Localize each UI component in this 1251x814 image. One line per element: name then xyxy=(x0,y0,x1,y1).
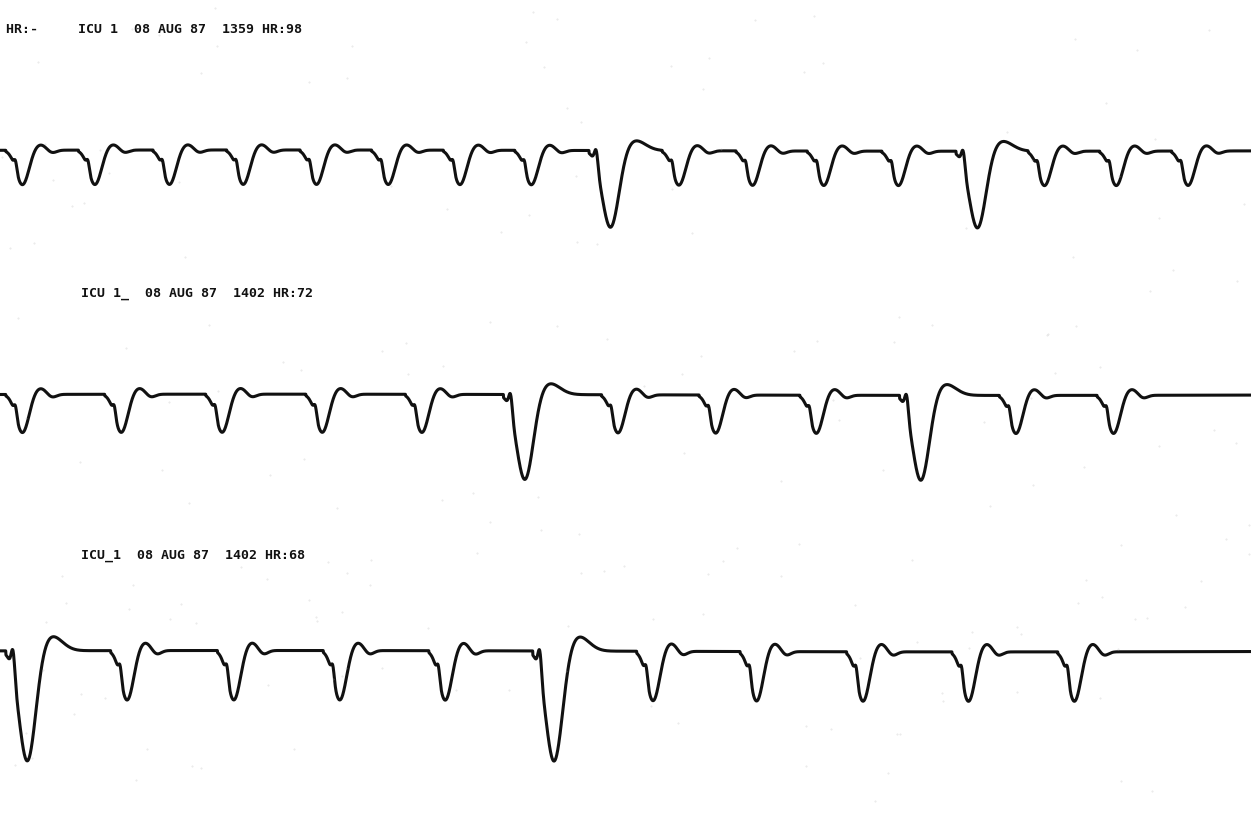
Text: ICU 1_  08 AUG 87  1402 HR:72: ICU 1_ 08 AUG 87 1402 HR:72 xyxy=(81,287,313,300)
Text: ICU_1  08 AUG 87  1402 HR:68: ICU_1 08 AUG 87 1402 HR:68 xyxy=(81,549,305,562)
Text: HR:-     ICU 1  08 AUG 87  1359 HR:98: HR:- ICU 1 08 AUG 87 1359 HR:98 xyxy=(6,23,303,36)
